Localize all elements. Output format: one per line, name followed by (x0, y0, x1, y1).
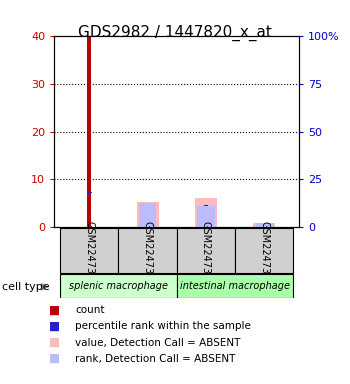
Text: rank, Detection Call = ABSENT: rank, Detection Call = ABSENT (75, 354, 236, 364)
Bar (60, 274, 177, 298)
Bar (118, 228, 177, 273)
Text: ■: ■ (49, 352, 60, 365)
Text: value, Detection Call = ABSENT: value, Detection Call = ABSENT (75, 338, 241, 348)
Bar (177, 228, 235, 273)
Text: count: count (75, 305, 105, 315)
Text: GSM224733: GSM224733 (84, 221, 94, 280)
Text: cell type: cell type (2, 282, 49, 292)
Text: GDS2982 / 1447820_x_at: GDS2982 / 1447820_x_at (78, 25, 272, 41)
Text: ■: ■ (49, 320, 60, 333)
Text: GSM224734: GSM224734 (201, 221, 211, 280)
Bar (177, 274, 293, 298)
Bar (204, 205, 208, 207)
Text: percentile rank within the sample: percentile rank within the sample (75, 321, 251, 331)
Text: GSM224735: GSM224735 (142, 221, 153, 280)
Bar (87, 36, 91, 227)
Bar (195, 198, 217, 227)
Text: ■: ■ (49, 336, 60, 349)
Bar (253, 223, 275, 227)
Text: ■: ■ (49, 304, 60, 317)
Bar (87, 192, 92, 193)
Text: intestinal macrophage: intestinal macrophage (180, 281, 290, 291)
Bar (235, 228, 293, 273)
Bar (197, 206, 215, 227)
Text: GSM224736: GSM224736 (259, 221, 269, 280)
Bar (136, 202, 159, 227)
Bar (256, 223, 273, 227)
Text: splenic macrophage: splenic macrophage (69, 281, 168, 291)
Bar (139, 203, 156, 227)
Bar (60, 228, 118, 273)
